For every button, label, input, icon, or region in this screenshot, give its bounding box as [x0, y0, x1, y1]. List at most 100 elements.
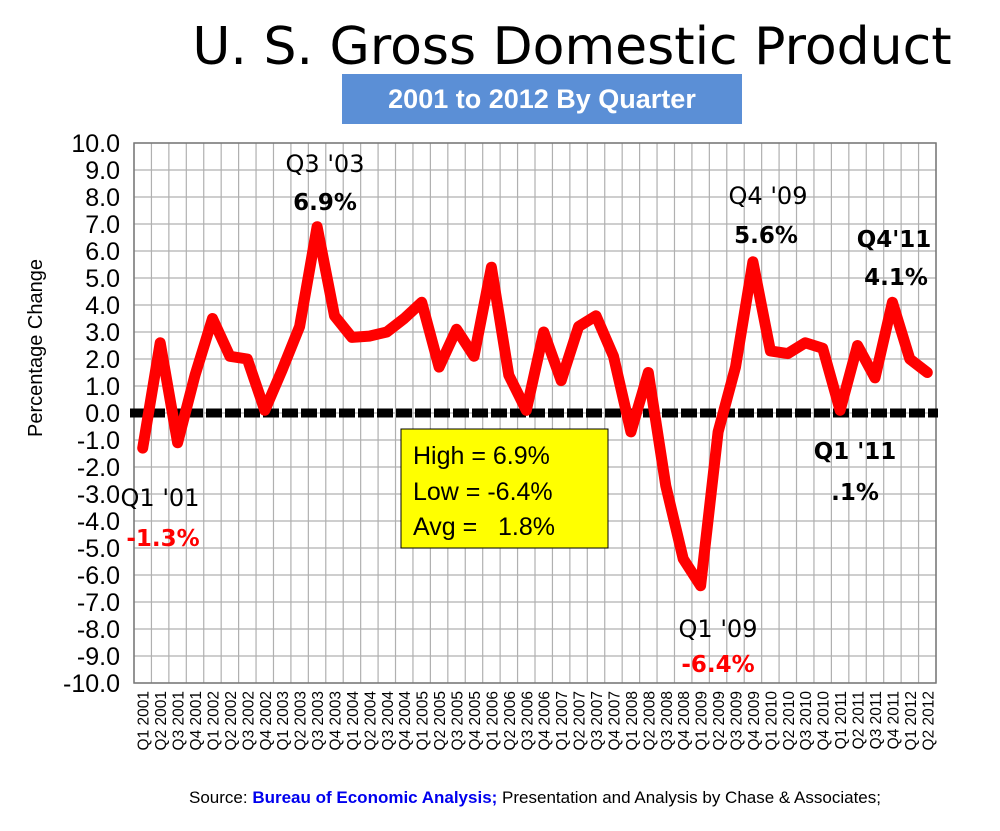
x-tick-label: Q4 2006	[537, 691, 554, 750]
x-tick-label: Q3 2007	[589, 691, 606, 750]
y-tick-label: 1.0	[85, 373, 120, 401]
x-tick-label: Q4 2004	[397, 691, 414, 751]
y-tick-label: 0.0	[85, 400, 120, 428]
x-tick-label: Q1 2009	[694, 691, 711, 750]
series-line	[137, 221, 933, 592]
y-tick-label: 5.0	[85, 265, 120, 293]
source-prefix: Source:	[189, 788, 252, 807]
x-tick-label: Q2 2011	[851, 691, 868, 749]
stats-avg: Avg = 1.8%	[413, 513, 555, 541]
x-tick-label: Q4 2011	[885, 691, 902, 749]
x-tick-label: Q3 2008	[659, 691, 676, 750]
x-tick-label: Q2 2006	[502, 691, 519, 750]
stats-low: Low = -6.4%	[413, 478, 553, 506]
chart-subtitle: 2001 to 2012 By Quarter	[388, 84, 696, 114]
stats-box: High = 6.9% Low = -6.4% Avg = 1.8%	[400, 428, 609, 549]
x-tick-label: Q3 2003	[310, 691, 327, 750]
y-tick-label: -7.0	[77, 589, 120, 617]
x-tick-label: Q1 2004	[345, 691, 362, 751]
y-tick-label: 2.0	[85, 346, 120, 374]
annotation-value: -6.4%	[681, 652, 754, 678]
x-tick-label: Q3 2009	[729, 691, 746, 750]
x-tick-label: Q4 2002	[258, 691, 275, 750]
x-tick-label: Q1 2012	[903, 691, 920, 750]
annotation-label: Q3 '03	[286, 150, 365, 178]
y-tick-label: -9.0	[77, 643, 120, 671]
source-agency-link[interactable]: Bureau of Economic Analysis;	[252, 788, 497, 807]
y-axis-ticks: 10.09.08.07.06.05.04.03.02.01.00.0-1.0-2…	[63, 130, 120, 698]
x-tick-label: Q4 2001	[188, 691, 205, 750]
x-tick-label: Q3 2010	[798, 691, 815, 751]
annotation-q3-03: Q3 '03 6.9%	[286, 150, 365, 216]
subtitle-box	[342, 74, 742, 124]
x-tick-label: Q3 2006	[519, 691, 536, 750]
x-tick-label: Q2 2002	[223, 691, 240, 750]
x-tick-label: Q3 2001	[171, 691, 188, 750]
x-tick-label: Q4 2007	[606, 691, 623, 750]
annotation-value: 6.9%	[293, 190, 357, 216]
x-tick-label: Q1 2001	[136, 691, 153, 750]
y-tick-label: 8.0	[85, 184, 120, 212]
annotation-q4-09: Q4 '09 5.6%	[729, 182, 808, 249]
y-tick-label: 6.0	[85, 238, 120, 266]
x-axis-ticks: Q1 2001 Q2 2001 Q3 2001 Q4 2001 Q1 2002 Q2 20…	[136, 691, 938, 751]
x-tick-label: Q4 2008	[676, 691, 693, 750]
annotation-label: Q1 '11	[814, 439, 897, 465]
y-tick-label: -2.0	[77, 454, 120, 482]
y-tick-label: -5.0	[77, 535, 120, 563]
x-tick-label: Q1 2008	[624, 691, 641, 750]
annotation-q4-11: Q4'11 4.1%	[857, 227, 932, 291]
annotation-value: 5.6%	[734, 223, 798, 249]
annotation-value: .1%	[831, 480, 879, 506]
gdp-series-line	[137, 221, 933, 592]
x-tick-label: Q2 2009	[711, 691, 728, 750]
y-tick-label: 3.0	[85, 319, 120, 347]
chart-title: U. S. Gross Domestic Product	[192, 17, 951, 77]
x-tick-label: Q4 2003	[328, 691, 345, 750]
annotation-label: Q4 '09	[729, 182, 808, 210]
y-tick-label: 4.0	[85, 292, 120, 320]
annotation-value: -1.3%	[126, 526, 199, 552]
y-axis-label: Percentage Change	[25, 259, 47, 437]
y-tick-label: 7.0	[85, 211, 120, 239]
y-tick-label: -4.0	[77, 508, 120, 536]
source-suffix: Presentation and Analysis by Chase & Ass…	[497, 788, 881, 807]
y-tick-label: -8.0	[77, 616, 120, 644]
x-tick-label: Q1 2007	[554, 691, 571, 750]
source-note: Source: Bureau of Economic Analysis; Pre…	[189, 788, 881, 807]
x-tick-label: Q3 2004	[380, 691, 397, 751]
annotation-label: Q1 '09	[679, 615, 758, 643]
annotation-q1-11: Q1 '11 .1%	[814, 439, 897, 506]
x-tick-label: Q3 2005	[450, 691, 467, 750]
annotation-q1-09: Q1 '09 -6.4%	[679, 615, 758, 678]
x-tick-label: Q2 2008	[641, 691, 658, 750]
stats-high: High = 6.9%	[413, 442, 550, 470]
x-tick-label: Q2 2003	[293, 691, 310, 750]
x-tick-label: Q1 2011	[833, 691, 850, 749]
annotation-label: Q4'11	[857, 227, 932, 253]
y-tick-label: -6.0	[77, 562, 120, 590]
y-tick-label: 9.0	[85, 157, 120, 185]
x-tick-label: Q1 2010	[763, 691, 780, 751]
x-tick-label: Q4 2005	[467, 691, 484, 750]
y-tick-label: -1.0	[77, 427, 120, 455]
x-tick-label: Q1 2003	[275, 691, 292, 750]
x-tick-label: Q4 2009	[746, 691, 763, 750]
x-tick-label: Q3 2011	[868, 691, 885, 749]
x-tick-label: Q2 2012	[920, 691, 937, 750]
x-tick-label: Q2 2007	[572, 691, 589, 750]
x-tick-label: Q2 2010	[781, 691, 798, 751]
x-tick-label: Q2 2004	[362, 691, 379, 751]
x-tick-label: Q3 2002	[240, 691, 257, 750]
y-tick-label: 10.0	[71, 130, 120, 158]
annotation-label: Q1 '01	[121, 484, 200, 512]
y-tick-label: -10.0	[63, 670, 120, 698]
x-tick-label: Q1 2002	[205, 691, 222, 750]
x-tick-label: Q4 2010	[816, 691, 833, 751]
x-tick-label: Q2 2001	[153, 691, 170, 750]
x-tick-label: Q1 2005	[415, 691, 432, 750]
x-tick-label: Q2 2005	[432, 691, 449, 750]
x-tick-label: Q1 2006	[484, 691, 501, 750]
annotation-q1-01: Q1 '01 -1.3%	[121, 484, 200, 552]
